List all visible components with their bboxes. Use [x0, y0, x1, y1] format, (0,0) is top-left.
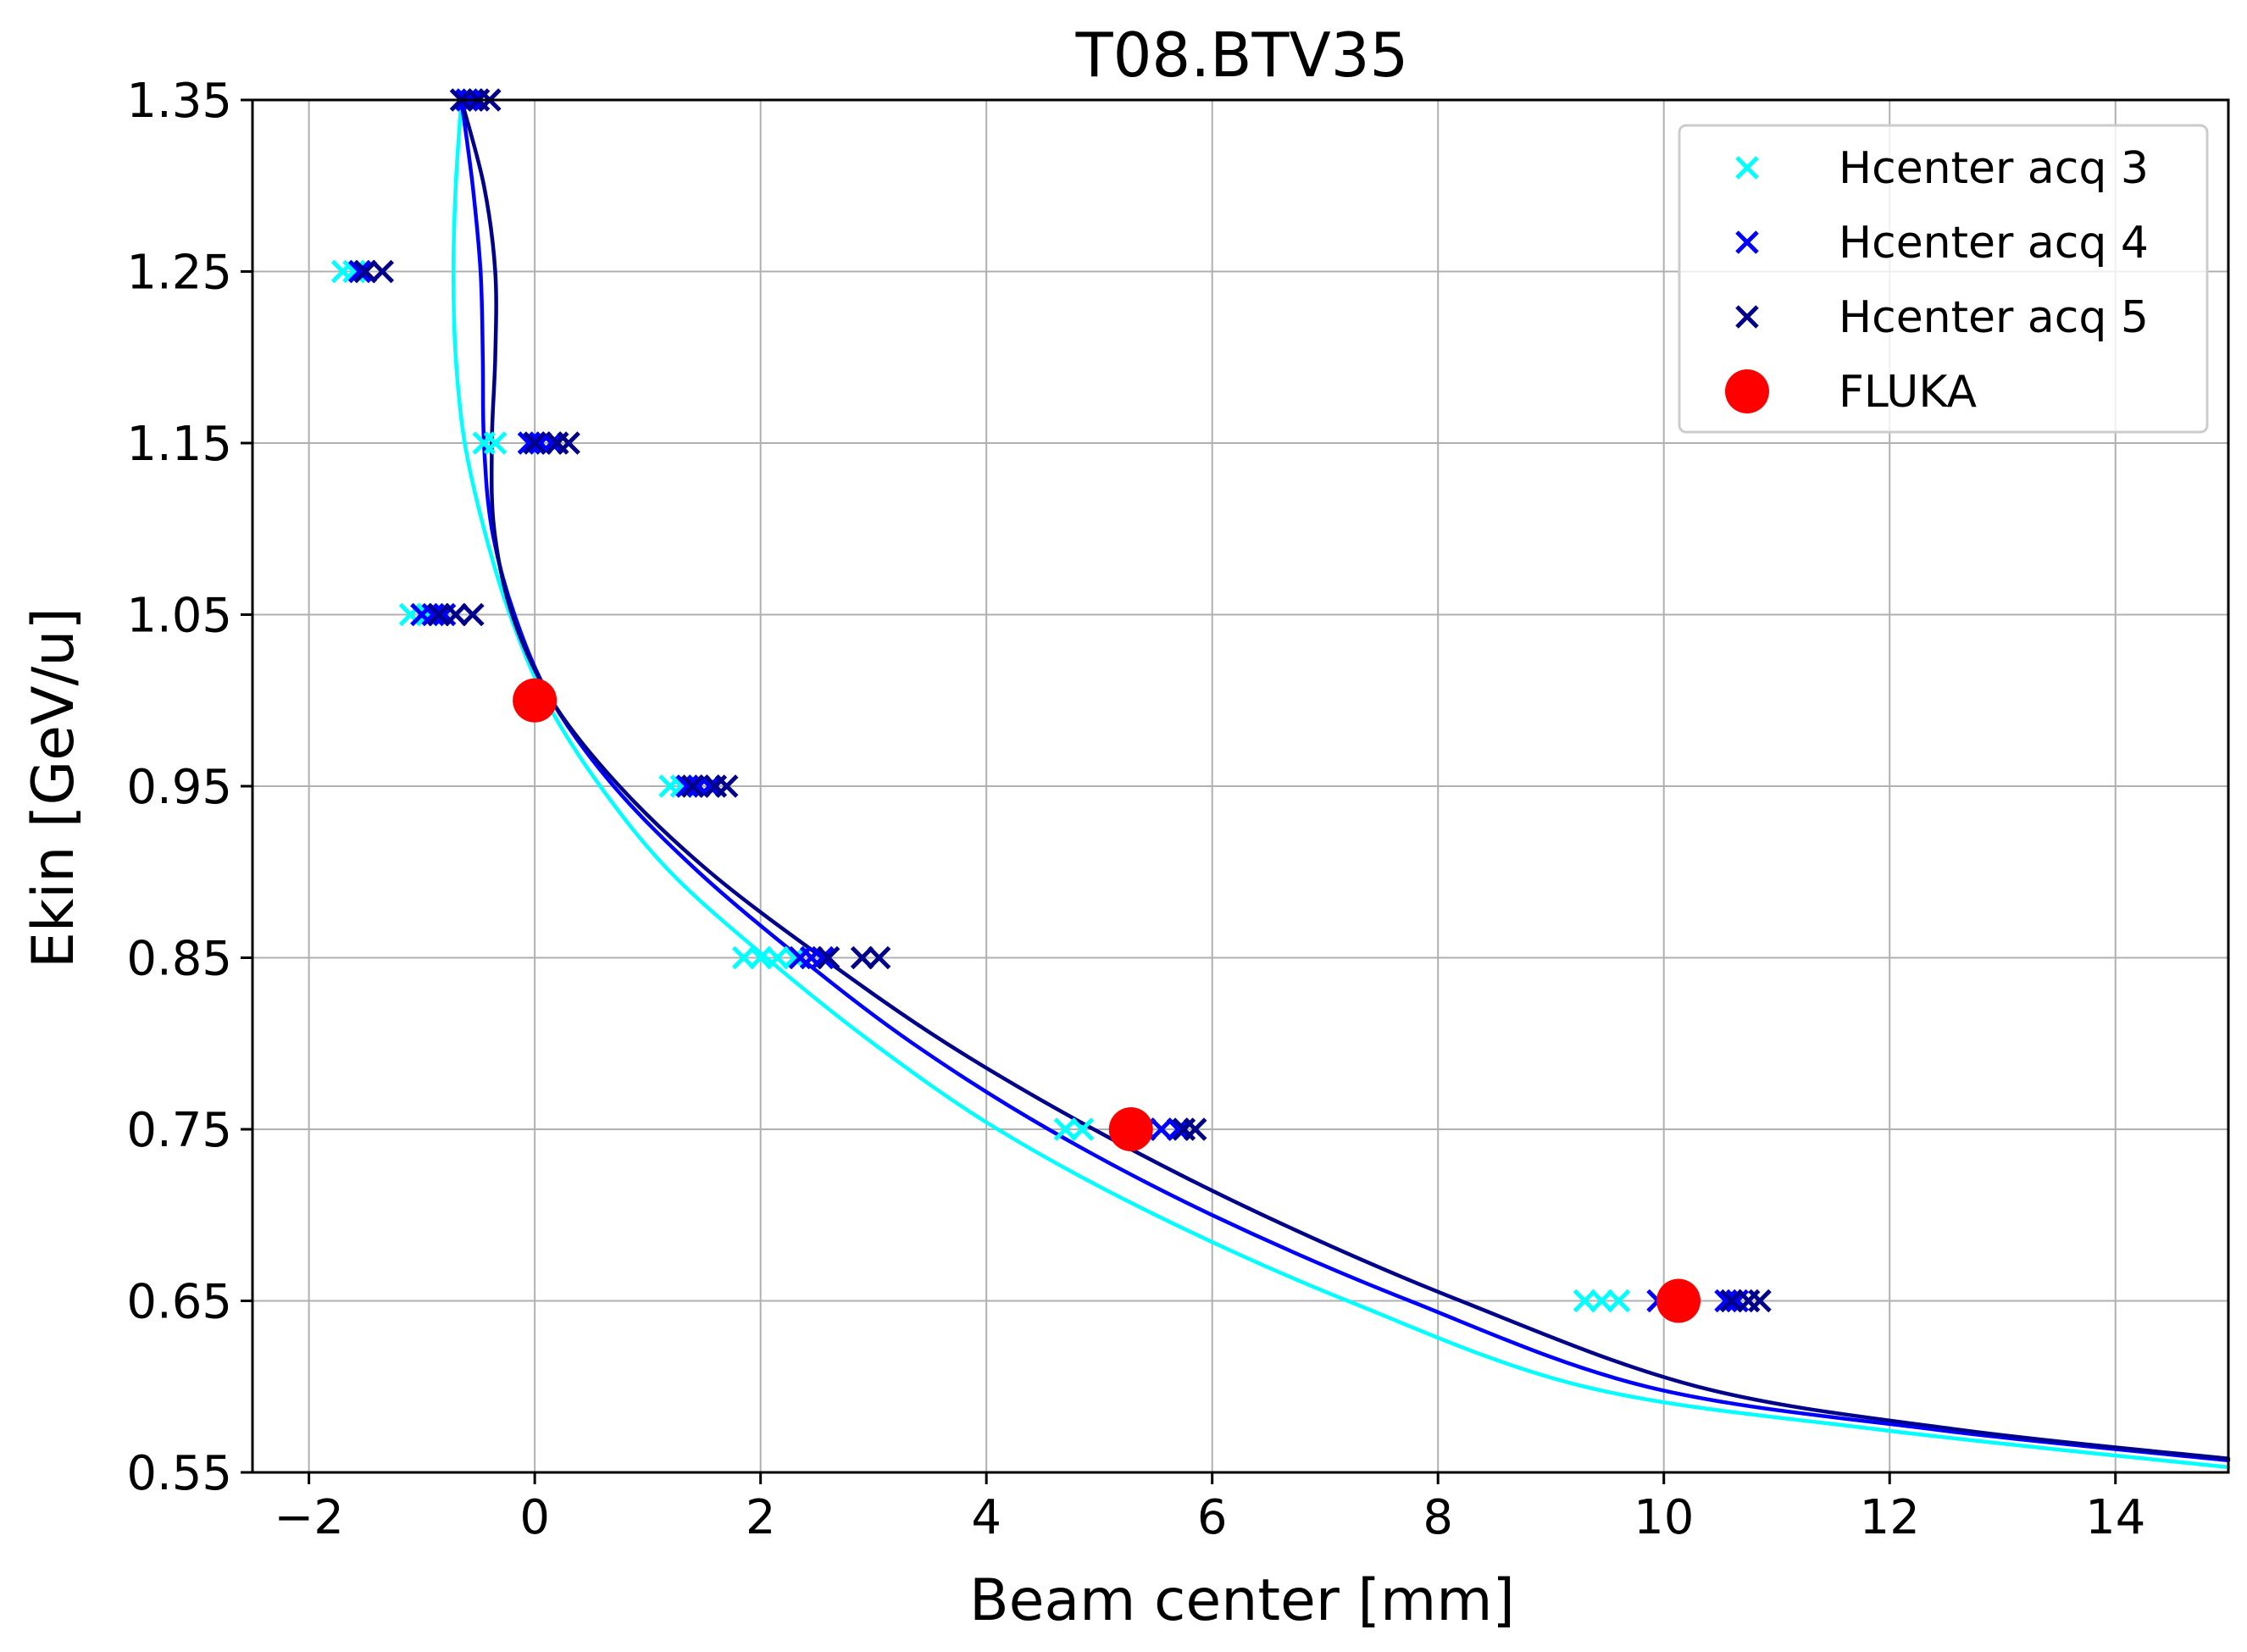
- fit-curve: [459, 97, 2231, 1461]
- y-tick-label: 0.75: [126, 1103, 232, 1158]
- x-marker-point: [680, 774, 705, 798]
- chart-title: T08.BTV35: [1075, 19, 1409, 91]
- y-tick-label: 0.55: [126, 1446, 232, 1501]
- x-tick-label: 10: [1634, 1490, 1694, 1545]
- x-marker-point: [1149, 1117, 1173, 1141]
- x-marker-point: [811, 945, 835, 970]
- legend-label: Hcenter acq 5: [1839, 292, 2149, 343]
- legend-box: [1678, 124, 2209, 434]
- x-marker-point: [347, 259, 372, 284]
- x-marker-point: [1719, 1289, 1744, 1313]
- x-marker-point: [1590, 1289, 1614, 1313]
- x-marker-point: [714, 774, 739, 798]
- x-marker-point: [1070, 1117, 1095, 1141]
- x-marker-point: [523, 431, 546, 455]
- x-marker-point: [1606, 1289, 1631, 1313]
- y-axis-ticks: 0.55 0.65 0.75 0.85 0.95 1.05 1.15 1.25 1.35: [126, 74, 252, 1501]
- legend-label: Hcenter acq 3: [1839, 143, 2149, 194]
- legend-marker-fluka: [1725, 369, 1769, 413]
- x-marker-point: [483, 431, 508, 455]
- x-marker-point: [765, 945, 790, 970]
- legend-label: FLUKA: [1839, 367, 1978, 418]
- series-fluka: [513, 678, 1701, 1323]
- x-marker-point: [850, 945, 874, 970]
- data-points: [330, 88, 1772, 1323]
- x-axis-ticks: −2 0 2 4 6 8 10 12 14: [274, 1472, 2145, 1545]
- x-marker-point: [1573, 1289, 1597, 1313]
- fluka-point: [513, 678, 558, 723]
- y-tick-label: 0.95: [126, 760, 232, 815]
- legend-marker-x: [1735, 305, 1759, 329]
- x-marker-point: [697, 774, 722, 798]
- y-axis-title: Ekin [GeV/u]: [20, 607, 87, 968]
- legend: Hcenter acq 3 Hcenter acq 4 Hcenter acq 5 F…: [1678, 124, 2209, 434]
- x-tick-label: 12: [1860, 1490, 1920, 1545]
- y-tick-label: 0.65: [126, 1275, 232, 1330]
- x-marker-point: [731, 945, 756, 970]
- x-tick-label: 4: [971, 1490, 1001, 1545]
- x-tick-label: 8: [1423, 1490, 1453, 1545]
- x-axis-title: Beam center [mm]: [969, 1567, 1515, 1634]
- y-tick-label: 1.05: [126, 589, 232, 644]
- x-tick-label: 6: [1197, 1490, 1228, 1545]
- x-marker-point: [1183, 1117, 1207, 1141]
- x-marker-point: [867, 945, 891, 970]
- legend-marker-x: [1735, 230, 1759, 254]
- legend-label: Hcenter acq 4: [1839, 218, 2149, 269]
- x-marker-point: [1166, 1117, 1190, 1141]
- x-marker-point: [540, 431, 563, 455]
- x-marker-point: [557, 431, 580, 455]
- x-tick-label: 0: [519, 1490, 550, 1545]
- y-tick-label: 0.85: [126, 932, 232, 987]
- y-tick-label: 1.35: [126, 74, 232, 129]
- y-tick-label: 1.15: [126, 417, 232, 472]
- x-marker-point: [353, 259, 378, 284]
- y-tick-label: 1.25: [126, 246, 232, 301]
- fluka-point: [1656, 1278, 1701, 1323]
- x-marker-point: [748, 945, 773, 970]
- series-hcenter-acq-4: [347, 88, 1750, 1313]
- x-marker-point: [444, 602, 468, 627]
- x-marker-point: [461, 602, 485, 627]
- x-tick-label: −2: [274, 1490, 344, 1545]
- fluka-point: [1108, 1107, 1153, 1151]
- x-tick-label: 14: [2085, 1490, 2145, 1545]
- x-marker-point: [1053, 1117, 1078, 1141]
- legend-marker-x: [1735, 156, 1759, 180]
- x-marker-point: [427, 602, 451, 627]
- x-tick-label: 2: [746, 1490, 776, 1545]
- x-marker-point: [816, 945, 841, 970]
- x-marker-point: [370, 259, 395, 284]
- fit-curve: [459, 97, 2231, 1463]
- series-hcenter-acq-5: [353, 88, 1772, 1313]
- x-marker-point: [782, 945, 807, 970]
- x-marker-point: [1748, 1289, 1772, 1313]
